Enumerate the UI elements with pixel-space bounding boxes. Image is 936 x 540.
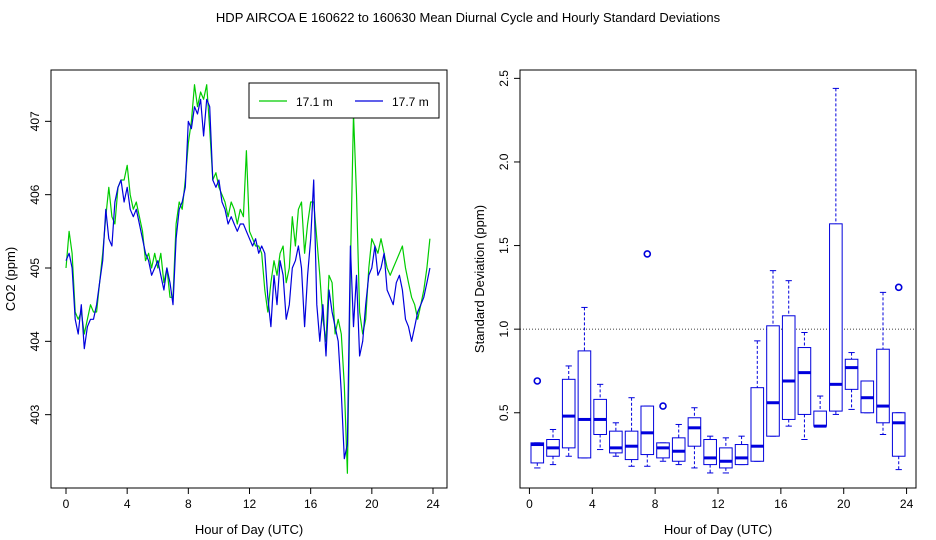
left-y-tick-label: 406 (28, 184, 42, 204)
box-hour (703, 435, 717, 474)
box-hour (687, 407, 702, 469)
box-iqr (530, 442, 545, 464)
right-y-tick-label: 1.5 (497, 237, 511, 254)
left-y-tick-label: 403 (28, 404, 42, 424)
box-hour (734, 435, 749, 466)
left-x-axis-label: Hour of Day (UTC) (195, 522, 303, 537)
outlier-point (894, 283, 903, 292)
right-x-axis: 0 4 8 12 16 20 24 (526, 488, 914, 511)
box-iqr (844, 358, 859, 390)
box-hour (891, 283, 906, 471)
left-x-tick-label: 24 (426, 497, 440, 511)
box-iqr (781, 315, 796, 420)
right-y-axis-label: Standard Deviation (ppm) (472, 205, 487, 353)
box-hour (530, 377, 545, 469)
outlier-point (643, 250, 652, 258)
right-x-tick-label: 16 (774, 497, 788, 511)
outlier-point (533, 377, 542, 385)
right-y-axis: 0.5 1.0 1.5 2.0 2.5 (497, 70, 520, 421)
left-y-axis-label: CO2 (ppm) (3, 247, 18, 311)
box-iqr (687, 417, 702, 447)
right-y-tick-label: 0.5 (497, 404, 511, 421)
box-hour (719, 437, 733, 474)
box-iqr (766, 325, 780, 437)
left-y-tick-label: 407 (28, 111, 42, 131)
right-x-tick-label: 12 (711, 497, 725, 511)
box-hour (609, 422, 623, 457)
left-plot-frame (50, 69, 448, 489)
box-hour (624, 397, 639, 467)
box-iqr (640, 405, 655, 456)
left-series-lines (65, 84, 431, 474)
legend-label-17-1m: 17.1 m (296, 95, 333, 109)
right-boxes (520, 87, 916, 474)
box-iqr (876, 348, 890, 424)
box-hour (640, 250, 655, 467)
box-iqr (609, 430, 623, 454)
right-x-tick-label: 4 (589, 497, 596, 511)
legend: 17.1 m 17.7 m (248, 82, 440, 119)
left-x-tick-label: 16 (304, 497, 318, 511)
box-iqr (734, 444, 749, 466)
box-hour (876, 291, 890, 435)
box-iqr (719, 447, 733, 469)
series-line-17-1m (65, 84, 431, 474)
box-hour (671, 423, 686, 466)
right-y-tick-label: 1.0 (497, 320, 511, 337)
hourly-std-boxplot-panel: 0 4 8 12 16 20 24 0.5 1.0 1.5 2.0 2.5 Hour of Day … (472, 69, 917, 537)
left-y-axis: 403 404 405 406 407 (28, 111, 51, 425)
left-y-tick-label: 404 (28, 331, 42, 351)
figure-title: HDP AIRCOA E 160622 to 160630 Mean Diurn… (216, 10, 721, 25)
right-y-tick-label: 2.5 (497, 70, 511, 87)
box-iqr (829, 223, 843, 412)
outlier-point (659, 402, 667, 410)
left-x-tick-label: 4 (124, 497, 131, 511)
box-hour (781, 280, 796, 427)
box-hour (813, 395, 827, 428)
series-line-17-7m (65, 98, 431, 460)
right-x-axis-label: Hour of Day (UTC) (664, 522, 772, 537)
box-hour (844, 352, 859, 410)
box-hour (577, 306, 592, 459)
right-x-tick-label: 24 (900, 497, 914, 511)
box-hour (829, 87, 843, 415)
mean-diurnal-cycle-panel: 0 4 8 12 16 20 24 403 404 405 406 407 Hour of Day … (3, 69, 448, 537)
box-hour (593, 383, 607, 451)
left-x-tick-label: 0 (63, 497, 70, 511)
left-y-tick-label: 405 (28, 258, 42, 278)
box-hour (656, 402, 670, 462)
right-x-tick-label: 0 (526, 497, 533, 511)
box-hour (860, 380, 875, 414)
box-hour (561, 365, 576, 457)
box-iqr (593, 398, 607, 435)
box-hour (546, 428, 560, 466)
box-iqr (656, 442, 670, 459)
legend-label-17-7m: 17.7 m (392, 95, 429, 109)
box-iqr (561, 378, 576, 449)
box-hour (750, 340, 765, 462)
left-x-tick-label: 8 (185, 497, 192, 511)
box-iqr (703, 439, 717, 466)
left-x-axis: 0 4 8 12 16 20 24 (63, 488, 440, 511)
right-y-tick-label: 2.0 (497, 153, 511, 170)
box-iqr (891, 412, 906, 457)
box-iqr (577, 350, 592, 459)
box-iqr (671, 437, 686, 462)
box-hour (766, 270, 780, 437)
box-iqr (813, 410, 827, 427)
box-iqr (750, 387, 765, 462)
right-x-tick-label: 8 (652, 497, 659, 511)
right-x-tick-label: 20 (837, 497, 851, 511)
box-hour (797, 332, 812, 441)
box-iqr (797, 347, 812, 415)
left-x-tick-label: 20 (365, 497, 379, 511)
left-x-tick-label: 12 (243, 497, 257, 511)
